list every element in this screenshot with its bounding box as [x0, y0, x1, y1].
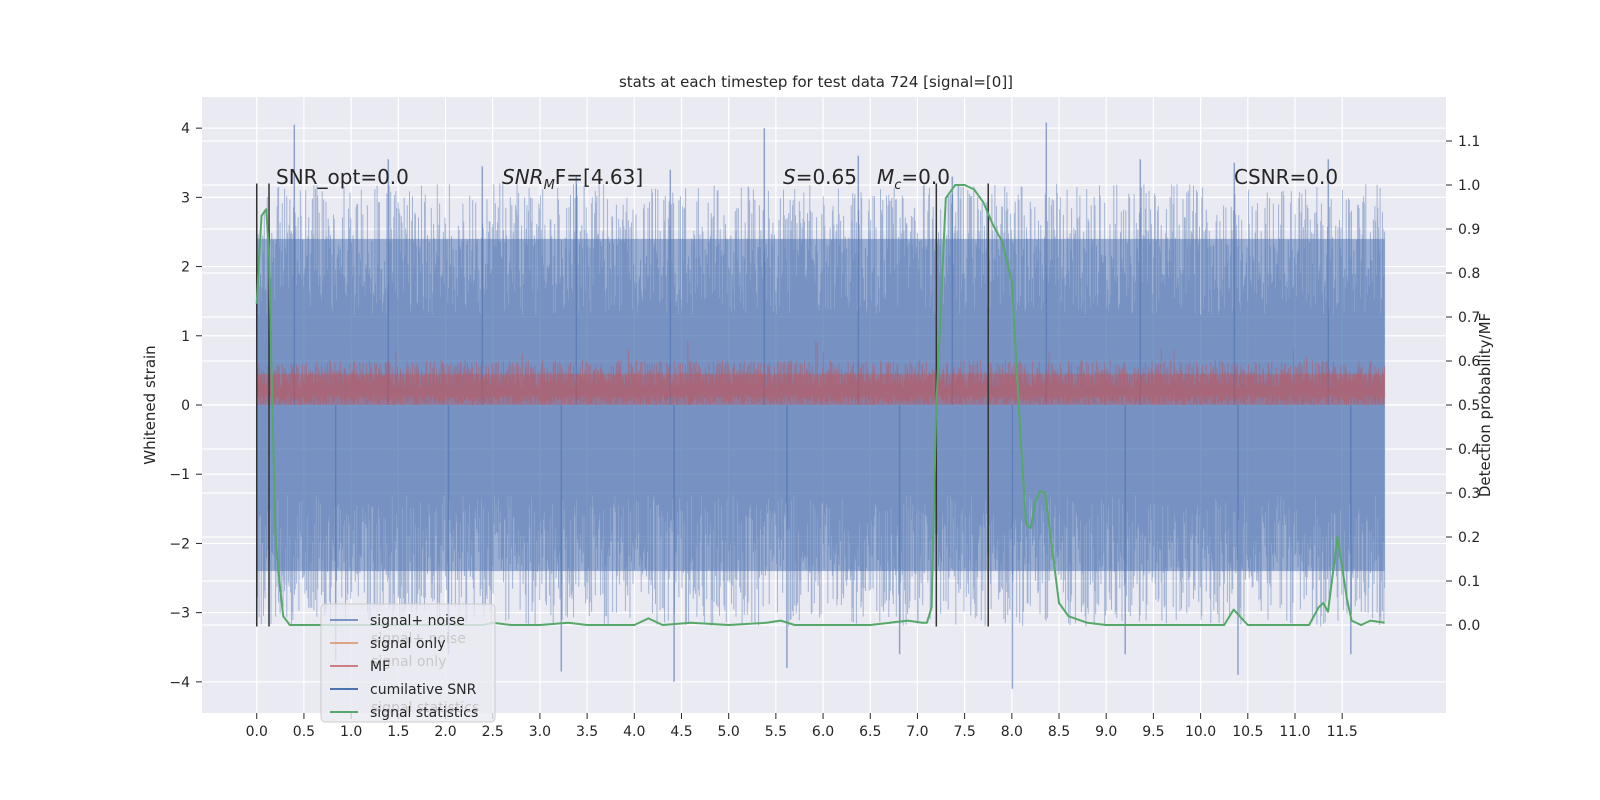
- legend: signal+ noise signal only signal statist…: [320, 603, 496, 723]
- x-tick-label: 10.0: [1185, 724, 1216, 740]
- y-right-tick-label: 0.1: [1458, 574, 1480, 590]
- legend-label: signal+ noise: [370, 613, 465, 629]
- x-tick-label: 11.5: [1327, 724, 1358, 740]
- annotation-mc-value: =0.0: [901, 165, 950, 189]
- x-axis: 0.0 0.5 1.0 1.5 2.0 2.5 3.0 3.5 4.0 4.5 5.0 5.5 6.0 6…: [246, 713, 1358, 740]
- x-tick-label: 4.5: [670, 724, 692, 740]
- y-axis-left: −4 −3 −2 −1 0 1 2 3 4: [169, 121, 202, 691]
- y-left-tick-label: 2: [181, 260, 190, 276]
- x-tick-label: 7.0: [906, 724, 928, 740]
- x-tick-label: 1.5: [387, 724, 409, 740]
- annotation-mc-symbol: M: [877, 165, 894, 189]
- y-right-tick-label: 1.1: [1458, 134, 1480, 150]
- annotation-mc-subscript: c: [894, 178, 901, 193]
- y-right-tick-label: 0.8: [1458, 266, 1480, 282]
- y-left-tick-label: 4: [181, 121, 190, 137]
- x-tick-label: 10.5: [1232, 724, 1263, 740]
- y-right-tick-label: 0.3: [1458, 486, 1480, 502]
- x-tick-label: 5.0: [718, 724, 740, 740]
- y-axis-right: 0.0 0.1 0.2 0.3 0.4 0.5 0.6 0.7 0.8 0.9 1.0 1.1: [1446, 134, 1480, 634]
- x-tick-label: 4.0: [623, 724, 645, 740]
- annotation-snr-mf-value: F=[4.63]: [555, 165, 643, 189]
- y-left-tick-label: 3: [181, 190, 190, 206]
- y-left-tick-label: −1: [169, 467, 190, 483]
- x-tick-label: 7.5: [954, 724, 976, 740]
- y-right-tick-label: 1.0: [1458, 178, 1480, 194]
- x-tick-label: 6.5: [859, 724, 881, 740]
- legend-ghost-text: signal+ noise signal only signal statist…: [371, 631, 479, 716]
- legend-item: MF: [330, 659, 390, 675]
- legend-item: signal statistics: [330, 705, 478, 721]
- y-right-tick-label: 0.9: [1458, 222, 1480, 238]
- legend-item: signal only: [330, 636, 445, 652]
- x-tick-label: 3.0: [529, 724, 551, 740]
- annotation-snr-opt: SNR_opt=0.0: [276, 165, 409, 189]
- x-tick-label: 8.5: [1048, 724, 1070, 740]
- y-right-tick-label: 0.4: [1458, 442, 1480, 458]
- legend-ghost-label: signal statistics: [371, 700, 479, 716]
- x-tick-label: 2.5: [482, 724, 504, 740]
- x-tick-label: 1.0: [340, 724, 362, 740]
- x-tick-label: 9.0: [1095, 724, 1117, 740]
- legend-label: cumilative SNR: [370, 682, 477, 698]
- legend-ghost-label: signal only: [371, 654, 446, 670]
- x-tick-label: 11.0: [1279, 724, 1310, 740]
- y-axis-left-label: Whitened strain: [141, 345, 159, 464]
- y-right-tick-label: 0.2: [1458, 530, 1480, 546]
- annotation-snr-mf-subscript: M: [544, 178, 555, 193]
- x-tick-label: 6.0: [812, 724, 834, 740]
- x-tick-label: 0.0: [246, 724, 268, 740]
- annotation-s: S=0.65: [783, 165, 857, 189]
- x-tick-label: 8.0: [1001, 724, 1023, 740]
- x-tick-label: 0.5: [293, 724, 315, 740]
- y-right-tick-label: 0.5: [1458, 398, 1480, 414]
- chart-title: stats at each timestep for test data 724…: [619, 73, 1013, 91]
- signal-noise-spikes: [293, 122, 1352, 689]
- x-tick-label: 3.5: [576, 724, 598, 740]
- x-tick-label: 5.5: [765, 724, 787, 740]
- legend-label: signal statistics: [370, 705, 478, 721]
- y-right-tick-label: 0.6: [1458, 354, 1480, 370]
- y-right-tick-label: 0.7: [1458, 310, 1480, 326]
- annotation-s-symbol: S: [783, 165, 796, 189]
- y-left-tick-label: −4: [169, 675, 190, 691]
- legend-box: [320, 603, 496, 723]
- legend-item: signal+ noise: [330, 613, 465, 629]
- annotation-mc: Mc=0.0: [877, 165, 950, 193]
- y-axis-right-label: Detection probability/MF: [1476, 313, 1494, 497]
- y-left-tick-label: 1: [181, 329, 190, 345]
- signal-noise-band: [256, 238, 1385, 572]
- annotation-s-value: =0.65: [796, 165, 857, 189]
- x-tick-label: 2.0: [434, 724, 456, 740]
- mf-band: [256, 373, 1385, 405]
- legend-item: cumilative SNR: [330, 682, 477, 698]
- legend-label: MF: [370, 659, 390, 675]
- annotation-snr-mf: SNRMF=[4.63]: [502, 165, 643, 193]
- y-right-tick-label: 0.0: [1458, 618, 1480, 634]
- signal-noise-series: [256, 122, 1386, 689]
- y-left-tick-label: −2: [169, 536, 190, 552]
- annotation-csnr: CSNR=0.0: [1234, 165, 1338, 189]
- annotation-snr-mf-symbol: SNR: [502, 165, 544, 189]
- legend-ghost-label: signal+ noise: [371, 631, 466, 647]
- y-left-tick-label: −3: [169, 606, 190, 622]
- x-tick-label: 9.5: [1142, 724, 1164, 740]
- y-left-tick-label: 0: [181, 398, 190, 414]
- legend-label: signal only: [370, 636, 445, 652]
